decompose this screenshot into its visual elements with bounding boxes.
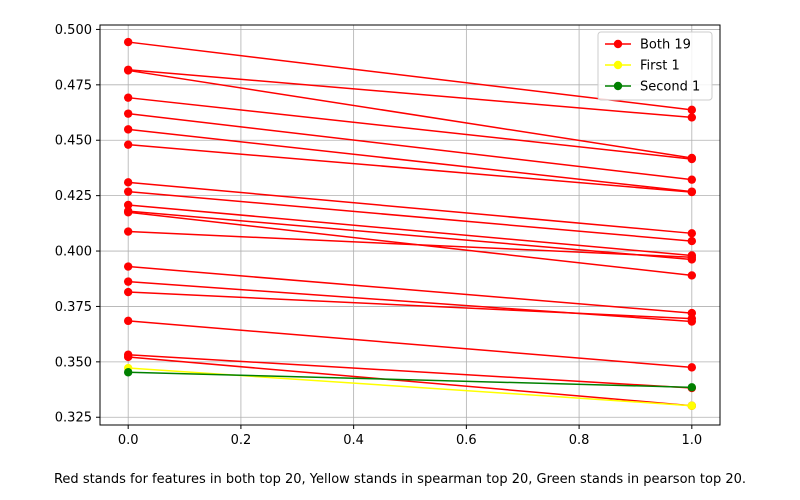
- series-line: [128, 367, 692, 407]
- data-point: [687, 236, 697, 246]
- series-line: [128, 204, 692, 257]
- data-point: [123, 316, 133, 326]
- series-line: [128, 265, 692, 314]
- chart: 0.0 0.2 0.4 0.6 0.8 1.0 0.3250.3500.3750.4000…: [55, 23, 721, 448]
- legend-label: Second 1: [640, 80, 700, 95]
- legend-box: [597, 31, 713, 101]
- data-point: [687, 383, 697, 392]
- legend: Both 19 First 1 Second 1: [597, 31, 713, 101]
- series-line: [128, 96, 692, 160]
- data-point: [123, 277, 133, 286]
- data-point: [123, 208, 133, 217]
- series-line: [128, 291, 692, 320]
- data-point: [123, 140, 133, 149]
- data-point: [123, 37, 133, 47]
- x-tick-label: 1.0: [681, 433, 702, 448]
- data-point: [687, 229, 697, 238]
- legend-marker: [613, 39, 623, 49]
- y-tick-label: 0.500: [55, 23, 92, 38]
- data-point: [123, 287, 133, 297]
- legend-label: Both 19: [640, 38, 691, 53]
- x-tick-label: 0.2: [231, 433, 252, 448]
- data-point: [687, 105, 697, 115]
- data-point: [123, 227, 133, 236]
- series-line: [128, 371, 692, 389]
- x-tick-label: 0.0: [118, 433, 139, 448]
- x-tick-label: 0.4: [343, 433, 364, 448]
- series-line: [128, 181, 692, 235]
- legend-label: First 1: [640, 59, 680, 74]
- series-line: [128, 143, 692, 193]
- data-point: [687, 314, 697, 323]
- series-line: [128, 354, 692, 389]
- legend-item-first: First 1: [605, 59, 680, 74]
- series-line: [128, 69, 692, 159]
- legend-item-both: Both 19: [605, 38, 691, 53]
- series-second: [123, 368, 697, 392]
- caption: Red stands for features in both top 20, …: [53, 472, 746, 487]
- data-point: [687, 401, 697, 410]
- data-point: [687, 175, 697, 184]
- data-point: [123, 368, 133, 377]
- series-line: [128, 210, 692, 261]
- series-line: [128, 190, 692, 242]
- data-point: [123, 66, 133, 75]
- y-tick-label: 0.350: [55, 355, 92, 370]
- series-line: [128, 112, 692, 181]
- data-point: [687, 187, 697, 197]
- data-point: [123, 109, 133, 118]
- data-point: [123, 187, 133, 196]
- y-tick-label: 0.325: [55, 411, 92, 426]
- data-point: [123, 178, 133, 187]
- x-tick-label: 0.6: [456, 433, 477, 448]
- series-line: [128, 280, 692, 323]
- data-point: [123, 93, 133, 102]
- legend-marker: [613, 81, 623, 91]
- y-tick-label: 0.425: [55, 189, 92, 204]
- y-tick-label: 0.450: [55, 134, 92, 149]
- data-point: [687, 271, 697, 280]
- legend-item-second: Second 1: [605, 80, 700, 95]
- series-line: [128, 230, 692, 258]
- data-point: [123, 262, 133, 271]
- data-point: [123, 125, 133, 134]
- series-lines: [123, 37, 697, 410]
- y-tick-label: 0.375: [55, 300, 92, 315]
- legend-marker: [613, 60, 623, 70]
- series-line: [128, 356, 692, 407]
- y-tick-label: 0.475: [55, 78, 92, 93]
- series-line: [128, 69, 692, 119]
- series-line: [128, 128, 692, 193]
- plot-frame: [99, 24, 721, 426]
- data-point: [123, 352, 133, 362]
- data-point: [687, 253, 697, 262]
- x-tick-label: 0.8: [569, 433, 590, 448]
- data-point: [687, 154, 697, 164]
- data-point: [687, 363, 697, 372]
- series-both: [123, 37, 697, 410]
- y-axis: 0.325 0.350 0.375 0.400 0.425 0.450 0.475 0.500: [55, 23, 100, 426]
- y-tick-label: 0.400: [55, 245, 92, 260]
- data-point: [687, 113, 697, 122]
- series-line: [128, 320, 692, 369]
- data-point: [123, 200, 133, 210]
- x-axis: 0.0 0.2 0.4 0.6 0.8 1.0: [118, 425, 702, 448]
